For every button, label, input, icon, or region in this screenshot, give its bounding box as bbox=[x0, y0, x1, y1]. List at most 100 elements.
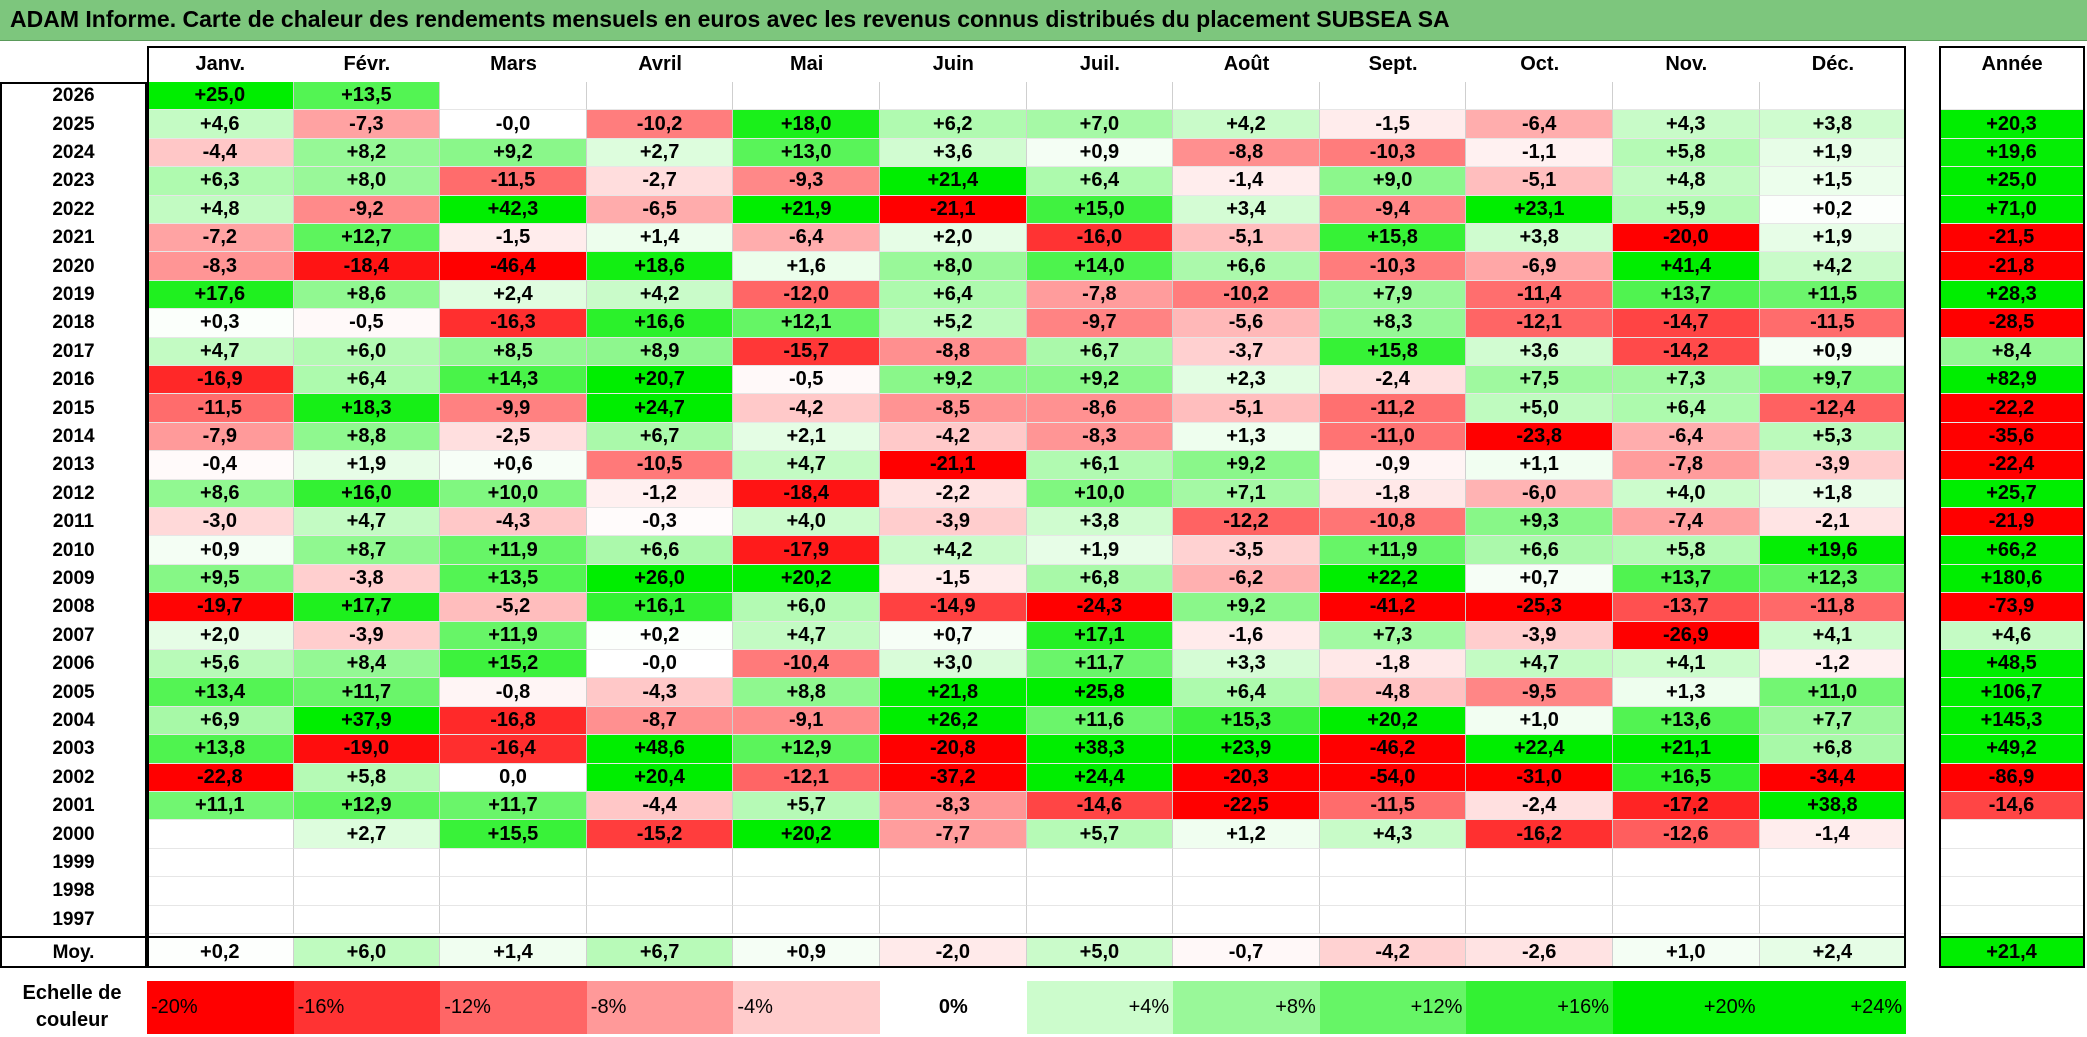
year-label: 2018 bbox=[52, 312, 95, 334]
heatmap-cell: +4,2 bbox=[1173, 110, 1320, 139]
heatmap-cell: +2,7 bbox=[586, 138, 734, 168]
heatmap-cell: +12,1 bbox=[733, 309, 880, 338]
heatmap-cell: +11,9 bbox=[1319, 536, 1467, 565]
heatmap-cell: -5,1 bbox=[1173, 224, 1320, 253]
heatmap-cell: +5,8 bbox=[1613, 536, 1760, 565]
heatmap-cell: +7,5 bbox=[1466, 366, 1613, 395]
year-label: 2017 bbox=[52, 340, 95, 362]
year-label: 2007 bbox=[52, 624, 95, 646]
heatmap-cell: +20,4 bbox=[586, 763, 734, 792]
heatmap-cell: -12,6 bbox=[1613, 820, 1760, 849]
heatmap-cell: +1,4 bbox=[586, 224, 734, 253]
annual-cell: +4,6 bbox=[1939, 621, 2085, 650]
heatmap-cell: +3,3 bbox=[1173, 650, 1320, 679]
heatmap-cell: -10,5 bbox=[586, 451, 734, 480]
heatmap-cell: -7,4 bbox=[1613, 508, 1760, 537]
heatmap-cell: -10,3 bbox=[1319, 138, 1467, 168]
column-header: Mai bbox=[790, 52, 824, 75]
heatmap-cell: -6,2 bbox=[1173, 564, 1320, 594]
heatmap-cell: +2,3 bbox=[1173, 366, 1320, 395]
heatmap-cell: +5,8 bbox=[1613, 138, 1760, 168]
heatmap-cell: +10,0 bbox=[440, 479, 587, 508]
heatmap-cell: +20,2 bbox=[733, 820, 880, 849]
page-title: ADAM Informe. Carte de chaleur des rende… bbox=[10, 6, 1450, 32]
heatmap-cell: -46,2 bbox=[1319, 735, 1467, 764]
heatmap-cell: -3,5 bbox=[1173, 536, 1320, 565]
heatmap-cell bbox=[880, 877, 1027, 906]
heatmap-cell bbox=[880, 82, 1027, 111]
heatmap-cell: -18,4 bbox=[293, 252, 441, 281]
heatmap-cell: +8,4 bbox=[293, 650, 441, 679]
color-scale-step: +4% bbox=[1026, 981, 1174, 1034]
heatmap-cell bbox=[147, 905, 294, 934]
heatmap-cell: +7,0 bbox=[1026, 110, 1174, 139]
heatmap-cell: -7,3 bbox=[293, 110, 441, 139]
heatmap-cell: +4,2 bbox=[880, 536, 1027, 565]
annual-cell: +28,3 bbox=[1939, 280, 2085, 310]
heatmap-cell: +13,5 bbox=[293, 82, 441, 111]
heatmap-cell: -11,2 bbox=[1319, 394, 1467, 423]
heatmap-cell: +0,3 bbox=[147, 309, 294, 338]
heatmap-cell: -20,3 bbox=[1173, 763, 1320, 792]
color-scale-step: -8% bbox=[586, 981, 734, 1034]
heatmap-cell: +8,0 bbox=[293, 167, 441, 196]
heatmap-cell: +3,4 bbox=[1173, 195, 1320, 224]
heatmap-cell: -22,8 bbox=[147, 763, 294, 792]
color-scale-step: +8% bbox=[1173, 981, 1320, 1034]
heatmap-cell: -25,3 bbox=[1466, 593, 1613, 622]
heatmap-cell bbox=[586, 848, 734, 878]
heatmap-cell: +4,0 bbox=[1613, 479, 1760, 508]
heatmap-cell: +2,1 bbox=[733, 422, 880, 452]
year-label: 2024 bbox=[52, 141, 95, 163]
heatmap-cell bbox=[1026, 848, 1174, 878]
column-header: Déc. bbox=[1811, 52, 1855, 75]
heatmap-cell: -34,4 bbox=[1759, 763, 1907, 792]
heatmap-cell: +6,6 bbox=[586, 536, 734, 565]
heatmap-cell: -0,0 bbox=[440, 110, 587, 139]
heatmap-cell: +4,2 bbox=[586, 280, 734, 310]
heatmap-cell: +20,2 bbox=[1319, 706, 1467, 736]
heatmap-cell: -16,0 bbox=[1026, 224, 1174, 253]
heatmap-cell: +15,8 bbox=[1319, 224, 1467, 253]
heatmap-cell: +6,3 bbox=[147, 167, 294, 196]
heatmap-cell: -1,8 bbox=[1319, 650, 1467, 679]
column-header: Juin bbox=[932, 52, 974, 75]
year-label: 2004 bbox=[52, 709, 95, 731]
color-scale-step: +12% bbox=[1319, 981, 1467, 1034]
heatmap-cell: +16,5 bbox=[1613, 763, 1760, 792]
heatmap-cell: +8,6 bbox=[293, 280, 441, 310]
heatmap-cell: +13,8 bbox=[147, 735, 294, 764]
heatmap-cell: +18,3 bbox=[293, 394, 441, 423]
heatmap-cell: +6,4 bbox=[1173, 678, 1320, 707]
heatmap-cell: +7,1 bbox=[1173, 479, 1320, 508]
color-scale-step: -20% bbox=[147, 981, 294, 1034]
heatmap-cell: -14,9 bbox=[880, 593, 1027, 622]
column-header: Oct. bbox=[1520, 52, 1560, 75]
heatmap-cell: +4,1 bbox=[1613, 650, 1760, 679]
heatmap-cell: +1,9 bbox=[293, 451, 441, 480]
annual-cell: -28,5 bbox=[1939, 309, 2085, 338]
heatmap-cell: -16,2 bbox=[1466, 820, 1613, 849]
heatmap-cell: +1,6 bbox=[733, 252, 880, 281]
heatmap-cell: -10,2 bbox=[1173, 280, 1320, 310]
heatmap-cell: -15,7 bbox=[733, 337, 880, 366]
heatmap-cell: -0,8 bbox=[440, 678, 587, 707]
heatmap-cell bbox=[1319, 848, 1467, 878]
heatmap-cell bbox=[733, 848, 880, 878]
heatmap-cell: -2,2 bbox=[880, 479, 1027, 508]
year-label: 1999 bbox=[52, 851, 95, 873]
heatmap-cell: +41,4 bbox=[1613, 252, 1760, 281]
column-header: Août bbox=[1223, 52, 1270, 75]
heatmap-cell: -11,5 bbox=[147, 394, 294, 423]
heatmap-cell: +4,1 bbox=[1759, 621, 1907, 650]
heatmap-cell bbox=[1026, 82, 1174, 111]
year-label: 2009 bbox=[52, 567, 95, 589]
heatmap-cell: +9,7 bbox=[1759, 366, 1907, 395]
title-bar: ADAM Informe. Carte de chaleur des rende… bbox=[0, 0, 2087, 41]
heatmap-cell: -21,1 bbox=[880, 195, 1027, 224]
heatmap-cell: +6,8 bbox=[1759, 735, 1907, 764]
heatmap-cell: -11,5 bbox=[1759, 309, 1907, 338]
year-label: 2021 bbox=[52, 227, 95, 249]
heatmap-cell: +11,6 bbox=[1026, 706, 1174, 736]
heatmap-cell: +0,7 bbox=[880, 621, 1027, 650]
